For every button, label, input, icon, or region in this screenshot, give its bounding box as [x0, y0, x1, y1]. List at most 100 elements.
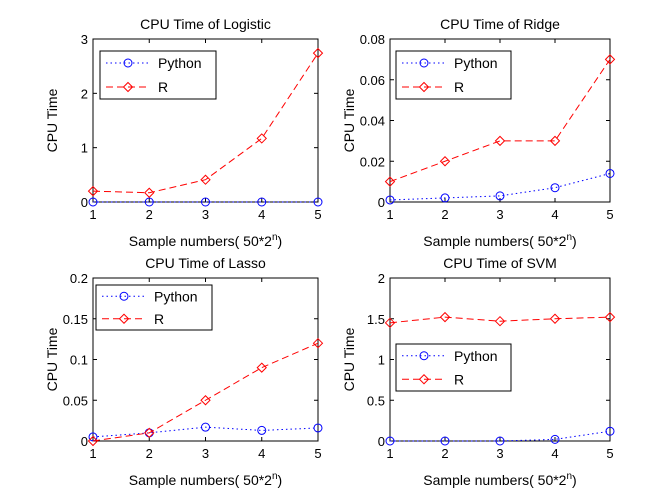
x-tick-label: 4 — [551, 207, 558, 222]
data-point-r — [256, 133, 267, 144]
chart-title: CPU Time of Ridge — [440, 16, 560, 32]
x-axis-label-prefix: Sample numbers( 50*2 — [423, 233, 566, 249]
x-axis-label: Sample numbers( 50*2n) — [129, 232, 282, 249]
data-point-python — [550, 434, 560, 444]
series-line-python — [389, 172, 611, 201]
legend: Python R — [395, 50, 512, 100]
data-point-r — [87, 185, 99, 197]
data-point-r — [87, 435, 99, 447]
x-tick-label: 1 — [386, 207, 393, 222]
x-tick-label: 4 — [551, 446, 558, 461]
y-tick-label: 0.15 — [63, 312, 88, 327]
data-point-python — [385, 195, 395, 205]
legend-label: R — [454, 371, 464, 387]
x-axis-label-superscript: n — [566, 471, 572, 482]
data-point-python — [313, 197, 323, 207]
data-point-r — [200, 174, 211, 185]
legend-label: R — [154, 311, 164, 327]
y-tick-label: 0.04 — [360, 114, 385, 129]
y-axis-label: CPU Time — [44, 327, 60, 391]
data-point-r — [604, 311, 616, 323]
data-point-python — [257, 197, 267, 207]
x-tick-label: 5 — [314, 207, 321, 222]
data-point-r — [144, 427, 155, 439]
legend-box — [395, 343, 512, 392]
data-point-python — [605, 426, 615, 436]
series-line-r — [92, 52, 319, 194]
legend: Python R — [395, 343, 512, 392]
y-tick-label: 0.5 — [367, 393, 385, 408]
x-tick-label: 2 — [146, 446, 153, 461]
series-line-python — [92, 426, 319, 438]
y-tick-label: 0 — [378, 195, 385, 210]
legend-label: Python — [454, 55, 498, 71]
y-axis-label: CPU Time — [341, 88, 357, 152]
data-point-python — [144, 197, 154, 207]
data-point-python — [440, 193, 450, 203]
x-axis-label: Sample numbers( 50*2n) — [423, 232, 576, 249]
data-point-r — [312, 47, 324, 59]
x-axis-label-prefix: Sample numbers( 50*2 — [129, 233, 272, 249]
x-tick-label: 5 — [606, 207, 613, 222]
legend-marker — [123, 58, 133, 68]
data-point-r — [312, 337, 324, 349]
legend: Python R — [99, 50, 217, 100]
data-point-python — [495, 436, 505, 446]
x-tick-label: 3 — [202, 207, 209, 222]
chart-title: CPU Time of SVM — [443, 255, 557, 271]
data-point-r — [439, 311, 451, 323]
data-point-python — [385, 436, 395, 446]
data-point-r — [256, 362, 267, 373]
y-tick-label: 1.5 — [367, 312, 385, 327]
y-tick-label: 0.2 — [70, 271, 88, 286]
legend-label: Python — [454, 348, 498, 364]
x-tick-label: 5 — [314, 446, 321, 461]
data-point-python — [257, 425, 267, 435]
x-tick-label: 3 — [496, 207, 503, 222]
chart-panel: CPU Time of Lasso 1 2 3 4 5 0 0.05 0.1 0.15 0.2 Sam… — [44, 255, 324, 488]
legend-marker — [418, 374, 430, 385]
data-point-r — [384, 317, 396, 329]
y-tick-label: 1 — [81, 141, 88, 156]
x-axis-label-suffix: ) — [572, 233, 577, 249]
legend-marker — [122, 81, 134, 93]
legend-box — [95, 284, 213, 331]
chart-panel: CPU Time of SVM 1 2 3 4 5 0 0.5 1 1.5 2 Sample numb… — [341, 255, 616, 488]
data-point-python — [495, 191, 505, 201]
x-axis-label-superscript: n — [272, 232, 278, 243]
data-point-r — [384, 176, 396, 187]
legend-marker — [419, 58, 429, 68]
legend-label: R — [158, 79, 168, 95]
data-point-r — [439, 156, 451, 167]
legend-label: Python — [154, 288, 198, 304]
data-point-python — [313, 423, 323, 433]
data-point-python — [605, 168, 615, 178]
x-tick-label: 3 — [202, 446, 209, 461]
x-tick-label: 1 — [89, 207, 96, 222]
legend-box — [99, 50, 217, 100]
x-tick-label: 5 — [606, 446, 613, 461]
x-axis-label-suffix: ) — [278, 472, 283, 488]
data-point-python — [440, 436, 450, 446]
y-tick-label: 0 — [81, 434, 88, 449]
y-tick-label: 0.06 — [360, 73, 385, 88]
chart-title: CPU Time of Lasso — [145, 255, 266, 271]
x-axis-label-suffix: ) — [278, 233, 283, 249]
y-tick-label: 3 — [81, 32, 88, 47]
data-point-python — [550, 183, 560, 193]
data-point-r — [144, 187, 155, 198]
x-axis-label-superscript: n — [566, 232, 572, 243]
x-tick-label: 1 — [89, 446, 96, 461]
y-tick-label: 0 — [81, 195, 88, 210]
x-tick-label: 1 — [386, 446, 393, 461]
x-tick-label: 4 — [258, 446, 265, 461]
series-line-python — [390, 430, 611, 442]
y-axis-label: CPU Time — [341, 327, 357, 391]
x-tick-label: 2 — [441, 207, 448, 222]
data-point-r — [549, 135, 561, 147]
legend-box — [395, 50, 512, 100]
series-line-r — [92, 342, 319, 442]
legend-marker — [118, 313, 130, 324]
